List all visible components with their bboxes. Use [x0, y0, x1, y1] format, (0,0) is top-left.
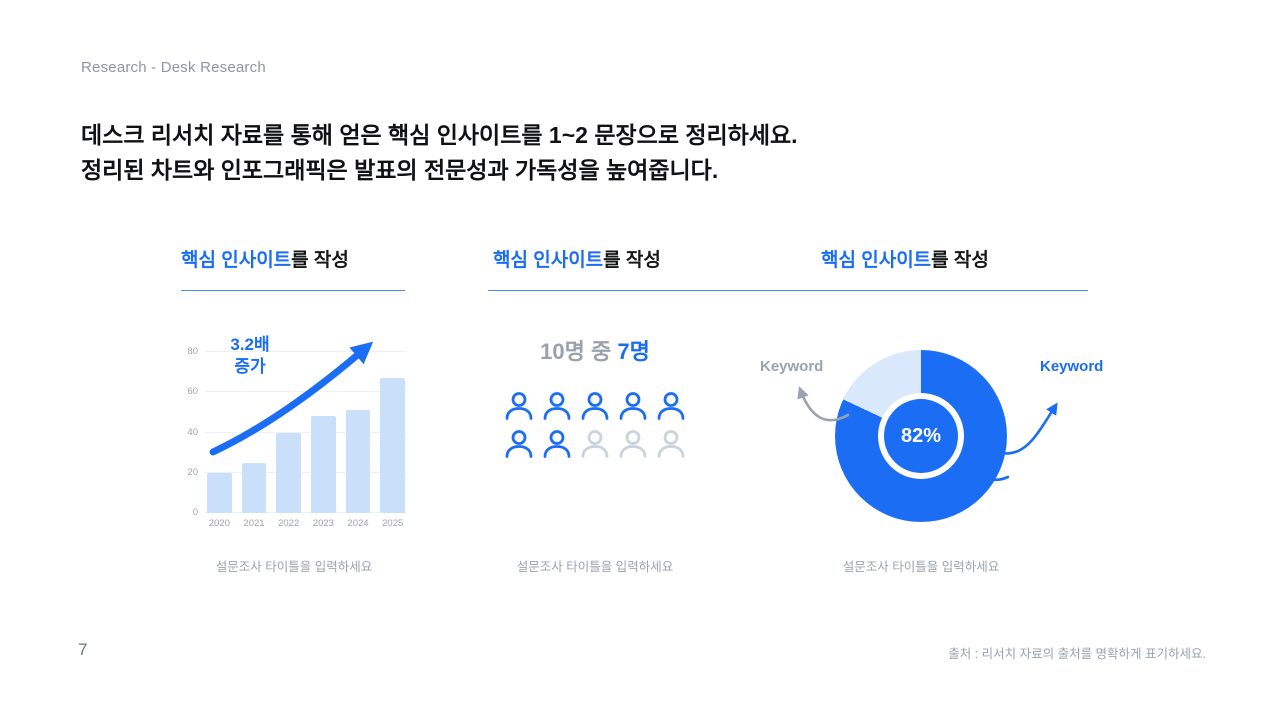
source-note: 출처 : 리서치 자료의 출처를 명확하게 표기하세요.	[948, 647, 1206, 661]
column1-title-highlight: 핵심 인사이트	[181, 250, 292, 271]
column1-underline	[181, 290, 405, 291]
page-title-line2: 정리된 차트와 인포그래픽은 발표의 전문성과 가독성을 높여줍니다.	[81, 157, 719, 183]
person-icon-highlighted	[577, 388, 613, 424]
column2-title: 핵심 인사이트를 작성	[493, 245, 661, 272]
person-icon-muted	[615, 426, 651, 462]
pictogram-grid	[501, 388, 693, 462]
person-icon-muted	[653, 426, 689, 462]
bar-chart-x-axis: 2020 2021 2022 2023 2024 2025	[205, 518, 407, 529]
column1-title-rest: 를 작성	[291, 250, 349, 271]
person-icon-highlighted	[653, 388, 689, 424]
bar-x-label: 2024	[347, 518, 369, 529]
column2-title-rest: 를 작성	[603, 250, 661, 271]
bar-chart-y-axis: 0 20 40 60 80	[187, 346, 198, 518]
person-icon-highlighted	[501, 388, 537, 424]
page-title-line1: 데스크 리서치 자료를 통해 얻은 핵심 인사이트를 1~2 문장으로 정리하세…	[81, 122, 798, 148]
bar-x-label: 2021	[243, 518, 265, 529]
keyword-label-left: Keyword	[760, 358, 824, 375]
donut-chart: 82%	[835, 350, 1007, 522]
pictogram-label: 10명 중 7명	[500, 334, 690, 366]
column2-3-underline	[488, 290, 1088, 291]
column3-title-highlight: 핵심 인사이트	[821, 250, 932, 271]
bar	[345, 410, 371, 513]
person-icon-highlighted	[539, 426, 575, 462]
bar-chart-annotation-line2: 증가	[234, 357, 266, 376]
column3-caption-placeholder: 설문조사 타이틀을 입력하세요	[842, 560, 1000, 574]
bar	[380, 378, 406, 513]
bar	[276, 432, 302, 513]
page-title: 데스크 리서치 자료를 통해 얻은 핵심 인사이트를 1~2 문장으로 정리하세…	[81, 118, 798, 188]
bar-x-label: 2022	[278, 518, 300, 529]
column1-title: 핵심 인사이트를 작성	[181, 245, 349, 272]
page-number: 7	[78, 640, 88, 659]
column1-caption-placeholder: 설문조사 타이틀을 입력하세요	[215, 560, 373, 574]
column2-title-highlight: 핵심 인사이트	[493, 250, 604, 271]
bar	[241, 462, 267, 513]
bar-chart-annotation: 3.2배 증가	[207, 334, 293, 378]
pictogram-label-highlight: 7명	[617, 339, 650, 364]
donut-center-disk: 82%	[884, 399, 958, 473]
person-icon-highlighted	[615, 388, 651, 424]
donut-hole: 82%	[878, 393, 964, 479]
pictogram-label-prefix: 10명 중	[540, 339, 618, 364]
bar	[311, 416, 336, 513]
bar-x-label: 2020	[208, 518, 230, 529]
bar-chart: 0 20 40 60 80 2020 2021 2022 2023 2024 2025 3.2배 …	[181, 330, 407, 535]
bar	[207, 472, 232, 513]
person-icon-highlighted	[539, 388, 575, 424]
bar-chart-annotation-line1: 3.2배	[230, 335, 270, 354]
person-icon-highlighted	[501, 426, 537, 462]
keyword-label-right: Keyword	[1040, 358, 1104, 375]
bar-x-label: 2023	[312, 518, 334, 529]
column3-title-rest: 를 작성	[931, 250, 989, 271]
bar-x-label: 2025	[382, 518, 404, 529]
donut-value-label: 82%	[900, 424, 942, 447]
person-icon-muted	[577, 426, 613, 462]
column3-title: 핵심 인사이트를 작성	[821, 245, 989, 272]
column2-caption-placeholder: 설문조사 타이틀을 입력하세요	[516, 560, 674, 574]
breadcrumb: Research - Desk Research	[81, 59, 266, 76]
